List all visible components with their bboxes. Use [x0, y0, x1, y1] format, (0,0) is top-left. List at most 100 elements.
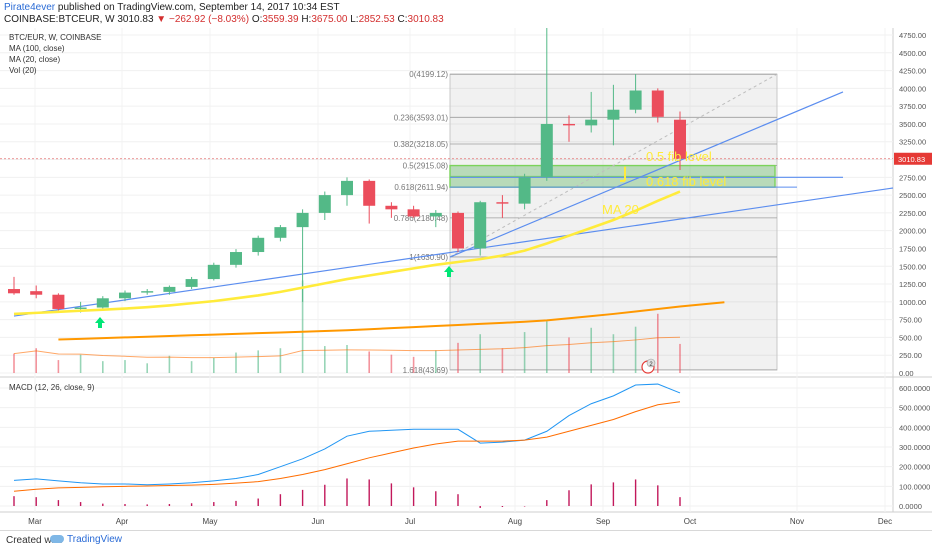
- price-pane[interactable]: [0, 28, 893, 376]
- volume-bar: [190, 361, 193, 373]
- fib-level-label: 0.382(3218.05): [394, 140, 449, 149]
- candle-body[interactable]: [119, 292, 131, 299]
- trend-line-upper[interactable]: [449, 91, 844, 258]
- volume-bar: [368, 351, 370, 373]
- candle-body[interactable]: [74, 307, 87, 309]
- candle-body[interactable]: [385, 205, 398, 210]
- candle-body[interactable]: [585, 119, 598, 126]
- tradingview-brand-link[interactable]: TradingView: [50, 534, 122, 545]
- ma20-legend[interactable]: MA (20, close): [9, 55, 60, 64]
- price-change: ▼ −262.92 (−8.03%): [156, 14, 250, 25]
- candle-body[interactable]: [8, 289, 20, 294]
- price-axis-tick-label: 3750.00: [899, 102, 926, 111]
- price-axis-tick-label: 1250.00: [899, 280, 926, 289]
- tradingview-logo-icon: [50, 535, 64, 544]
- candle-body[interactable]: [407, 209, 420, 217]
- ma20-annotation: MA 20: [602, 202, 639, 217]
- price-axis-tick-label: 750.00: [899, 316, 922, 325]
- macd-histogram-bar: [479, 506, 481, 508]
- candle-body[interactable]: [163, 286, 176, 292]
- volume-bar: [457, 342, 459, 373]
- candle-body[interactable]: [651, 90, 664, 117]
- volume-bar: [79, 354, 82, 373]
- macd-histogram-bar: [368, 479, 370, 506]
- ma100-legend[interactable]: MA (100, close): [9, 44, 65, 53]
- chart-area[interactable]: 0(4199.12) 0.236(3593.01) 0.382(3218.05) 0.…: [0, 27, 932, 530]
- candle-body[interactable]: [607, 109, 620, 120]
- candle-body[interactable]: [429, 212, 442, 217]
- macd-legend[interactable]: MACD (12, 26, close, 9): [9, 383, 95, 392]
- trend-line-lower[interactable]: [13, 187, 894, 317]
- candle-body[interactable]: [52, 294, 65, 309]
- time-axis-tick-label: Oct: [684, 517, 697, 526]
- author-link[interactable]: Pirate4ever: [4, 2, 56, 13]
- macd-histogram-bar: [457, 494, 459, 506]
- candle-body[interactable]: [363, 180, 376, 206]
- time-axis-tick-label: Dec: [878, 517, 892, 526]
- macd-line[interactable]: [13, 383, 681, 486]
- macd-signal-line[interactable]: [13, 401, 681, 492]
- macd-histogram-bar: [612, 482, 615, 506]
- volume-bar: [57, 360, 60, 373]
- last-price-badge: [894, 152, 932, 165]
- high-label: H:: [301, 14, 312, 25]
- candle-body[interactable]: [318, 195, 331, 213]
- macd-histogram-bar: [390, 483, 393, 506]
- candle-body[interactable]: [207, 264, 220, 280]
- candle-body[interactable]: [341, 180, 353, 196]
- candle-body[interactable]: [674, 119, 686, 159]
- last-price-badge-label: 3010.83: [898, 155, 925, 164]
- candle-body[interactable]: [252, 237, 265, 253]
- symbol-label: COINBASE:BTCEUR, W: [4, 14, 115, 25]
- fib-trend-line: [449, 73, 778, 258]
- macd-histogram-bar: [435, 491, 437, 506]
- candle-body[interactable]: [96, 298, 109, 308]
- fib-level-label: 1(1630.90): [409, 253, 448, 262]
- macd-histogram-bar: [35, 497, 37, 506]
- volume-bar: [213, 357, 215, 373]
- brand-label: TradingView: [67, 534, 123, 545]
- macd-axis-tick-label: 600.0000: [899, 384, 930, 393]
- chart-title: BTC/EUR, W, COINBASE: [9, 33, 101, 42]
- candle-body[interactable]: [452, 212, 464, 249]
- macd-histogram-bar: [412, 487, 415, 506]
- price-axis-tick-label: 250.00: [899, 351, 922, 360]
- candle-body[interactable]: [230, 252, 242, 265]
- volume-bar: [679, 343, 681, 373]
- candle-body[interactable]: [474, 202, 487, 249]
- candle-body[interactable]: [296, 212, 309, 228]
- buy-arrow-icon: [444, 266, 454, 277]
- volume-bar: [568, 337, 570, 373]
- price-axis-tick-label: 4500.00: [899, 49, 926, 58]
- fib-05-annotation: 0.5 fib level: [646, 149, 712, 164]
- candle-body[interactable]: [563, 123, 575, 126]
- volume-bar: [634, 326, 637, 373]
- close-label: C:: [397, 14, 408, 25]
- volume-bar: [523, 332, 526, 373]
- candle-body[interactable]: [141, 291, 154, 293]
- macd-axis-tick-label: 400.0000: [899, 423, 930, 432]
- macd-pane[interactable]: [0, 378, 893, 512]
- candle-body[interactable]: [30, 291, 43, 295]
- ma100-line[interactable]: [58, 301, 725, 341]
- macd-histogram-bar: [590, 484, 592, 506]
- price-axis-tick-label: 4250.00: [899, 67, 926, 76]
- fib-level-label: 0.786(2180.48): [394, 214, 449, 223]
- published-text: published on TradingView.com, September …: [57, 2, 340, 13]
- macd-histogram-bar: [501, 506, 504, 507]
- time-axis-tick-label: Mar: [28, 517, 42, 526]
- open-value: 3559.39: [262, 14, 299, 25]
- price-chart-svg[interactable]: 0(4199.12) 0.236(3593.01) 0.382(3218.05) 0.…: [0, 27, 932, 530]
- candle-body[interactable]: [518, 177, 531, 204]
- time-axis-tick-label: May: [202, 517, 217, 526]
- volume-legend[interactable]: Vol (20): [9, 66, 37, 75]
- close-value: 3010.83: [407, 14, 444, 25]
- ma20-line[interactable]: [13, 190, 681, 316]
- volume-bar: [301, 280, 304, 373]
- candle-body[interactable]: [496, 202, 509, 204]
- candle-body[interactable]: [185, 279, 198, 287]
- candle-body[interactable]: [274, 227, 287, 238]
- candle-body[interactable]: [540, 123, 553, 178]
- candle-body[interactable]: [629, 90, 642, 110]
- time-axis-tick-label: Aug: [508, 517, 522, 526]
